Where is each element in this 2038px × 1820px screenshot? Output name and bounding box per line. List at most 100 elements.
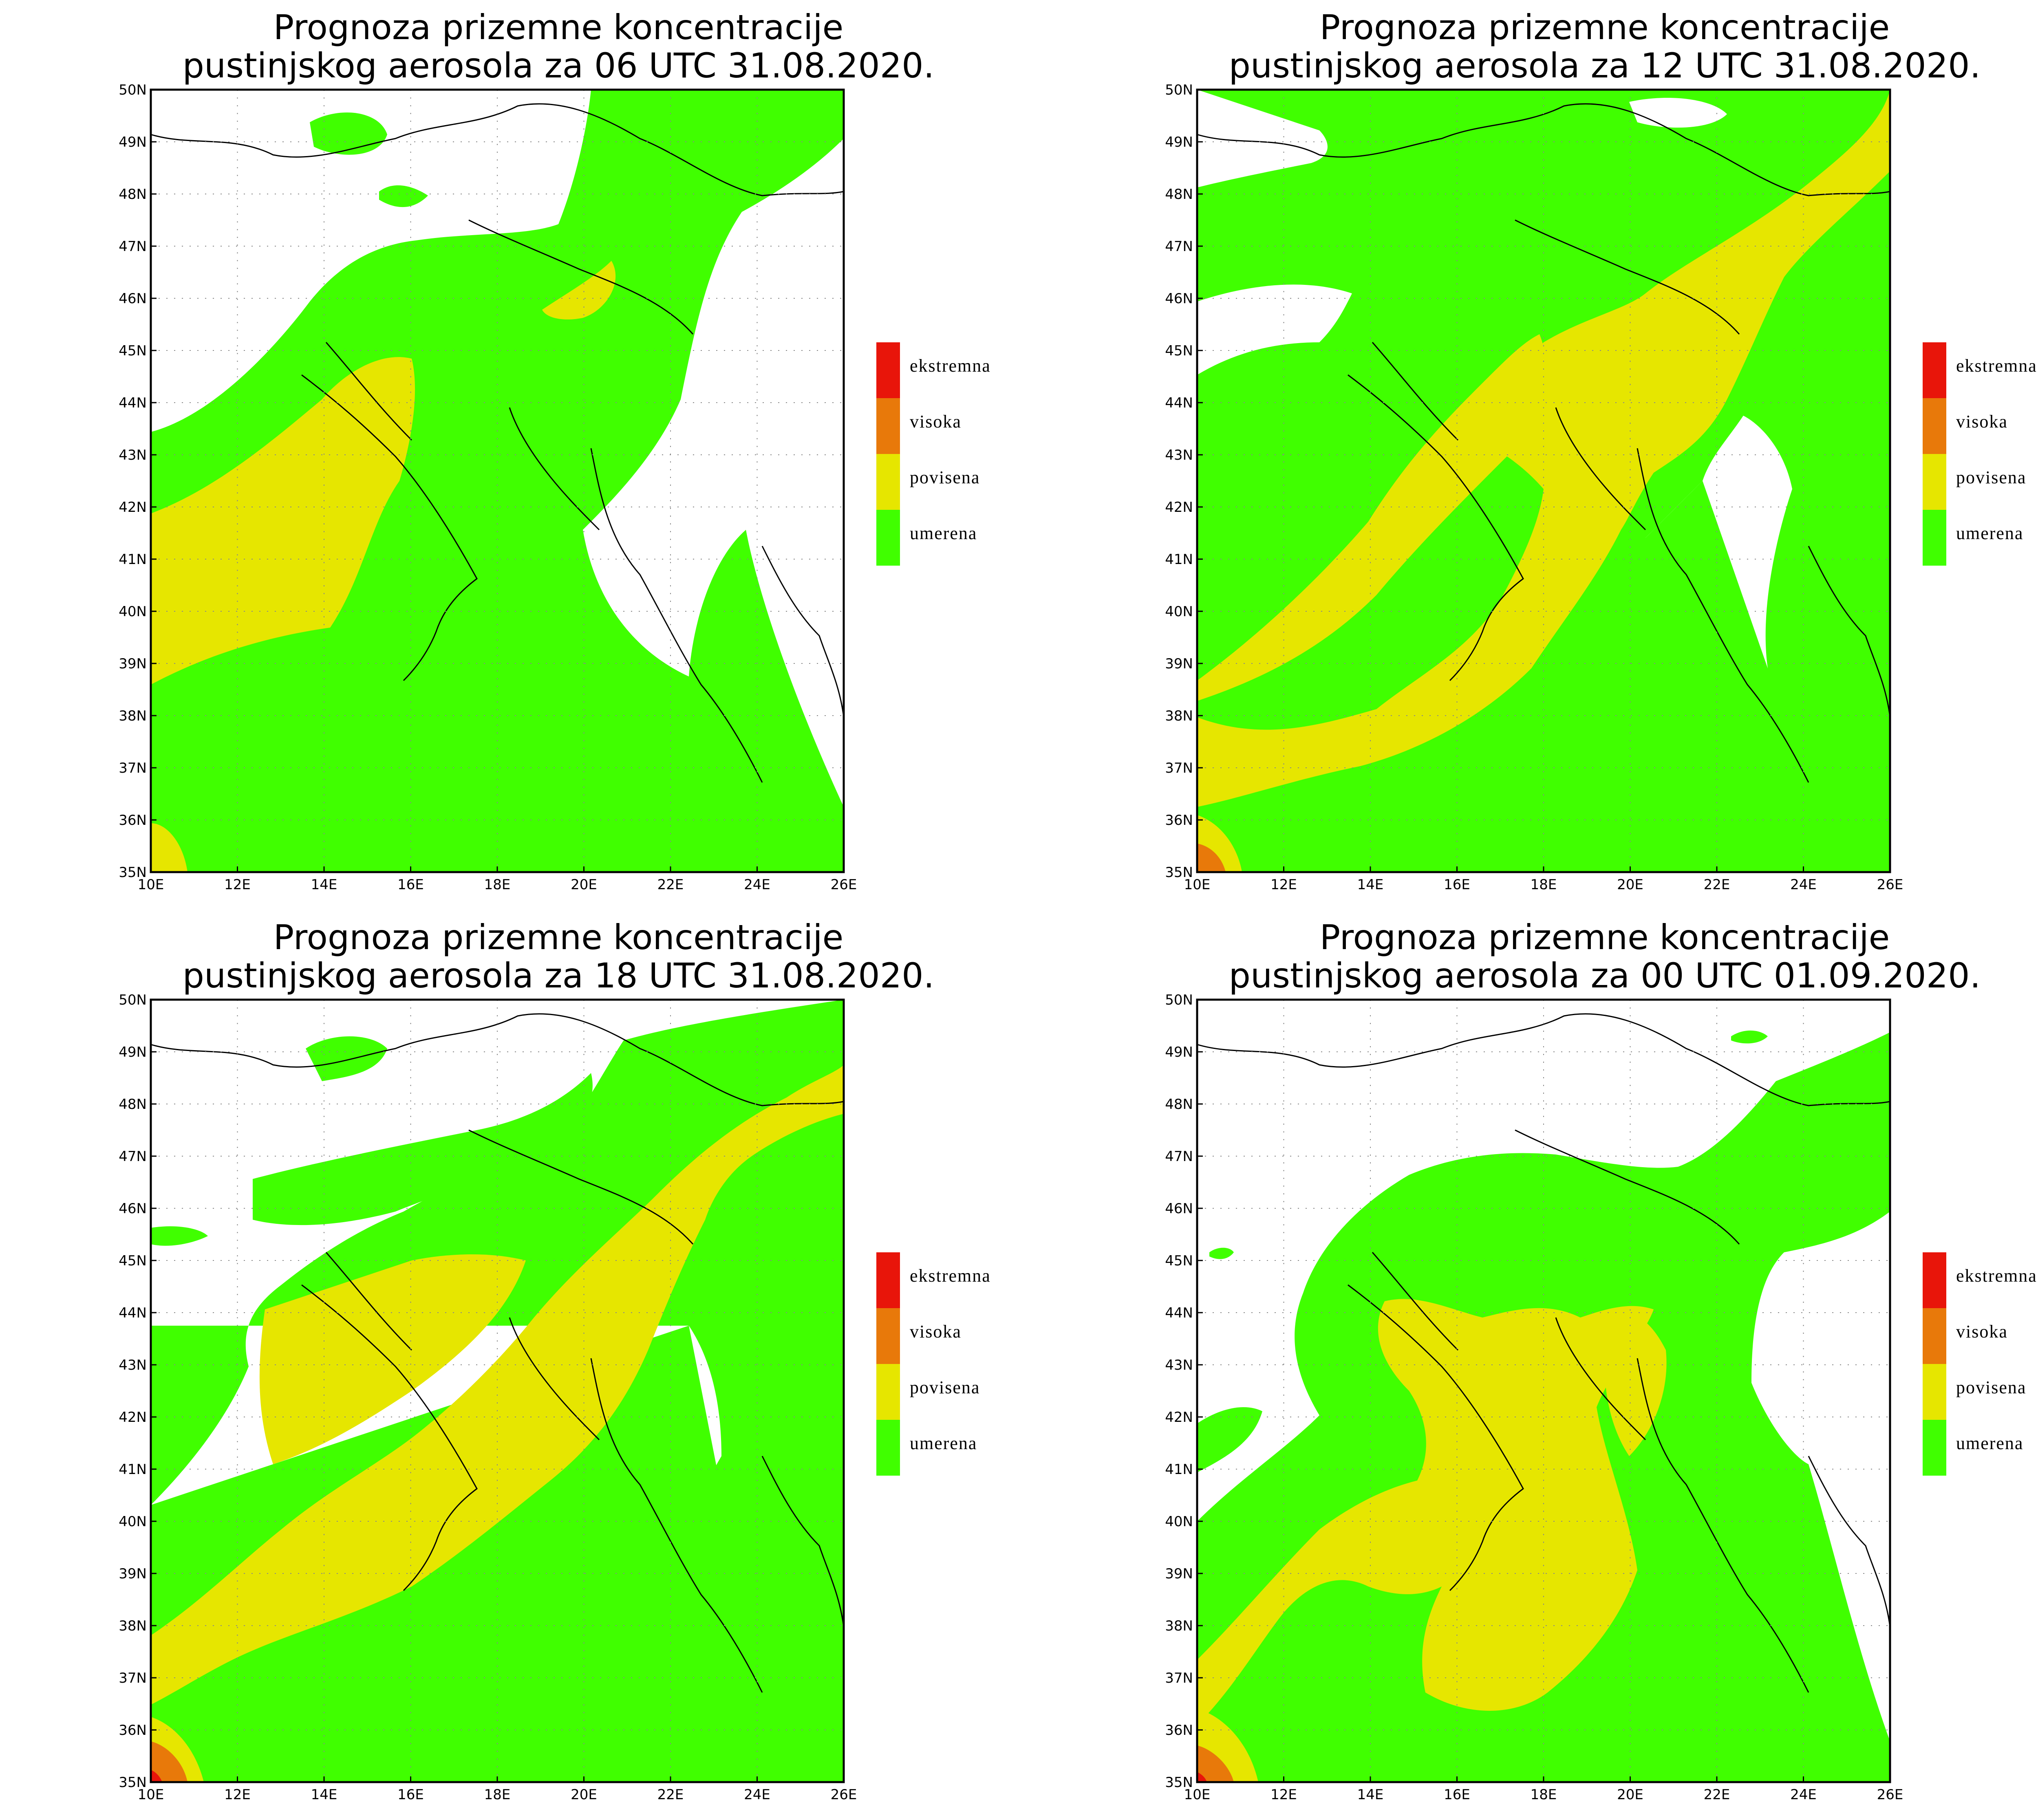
map-title-3-line2: pustinjskog aerosola za 18 UTC 31.08.202… xyxy=(182,956,935,996)
legend-swatch-ekstremna xyxy=(876,342,900,398)
lon-tick-label: 12E xyxy=(1270,877,1297,893)
lat-tick-label: 48N xyxy=(119,186,147,203)
lat-tick-label: 45N xyxy=(119,343,147,359)
lat-tick-label: 49N xyxy=(119,134,147,150)
lat-tick-label: 36N xyxy=(119,812,147,828)
lat-tick-label: 49N xyxy=(119,1044,147,1060)
map-1-coastlines xyxy=(150,103,845,783)
legend-label-visoka: visoka xyxy=(910,412,962,432)
lon-tick-label: 24E xyxy=(1790,877,1817,893)
lon-tick-label: 10E xyxy=(1184,877,1211,893)
lon-tick-label: 16E xyxy=(397,1787,424,1803)
map-4-umerena-small xyxy=(1209,1247,1234,1259)
map-1-povisena-blob xyxy=(542,261,616,319)
legend-label-visoka: visoka xyxy=(910,1322,962,1342)
lon-tick-label: 12E xyxy=(1270,1787,1297,1803)
legend-swatch-umerena xyxy=(1923,1420,1946,1476)
legend-2: ekstremna visoka povisena umerena xyxy=(1923,342,2036,566)
lat-tick-label: 35N xyxy=(1165,1774,1193,1791)
lat-tick-label: 49N xyxy=(1165,1044,1193,1060)
lat-tick-label: 37N xyxy=(1165,1670,1193,1686)
lat-tick-label: 42N xyxy=(1165,499,1193,516)
map-title-3: Prognoza prizemne koncentracije pustinjs… xyxy=(130,918,986,995)
lat-tick-label: 43N xyxy=(119,447,147,463)
map-3-umerena-band xyxy=(151,1226,208,1246)
legend-swatch-umerena xyxy=(876,510,900,566)
lon-tick-label: 24E xyxy=(744,877,770,893)
legend-label-umerena: umerena xyxy=(1956,523,2023,543)
map-2-coastlines xyxy=(1197,103,1891,783)
map-4-visoka-corner xyxy=(1197,1745,1234,1782)
lon-tick-label: 14E xyxy=(1357,1787,1384,1803)
map-3-lat-ticks: 35N 36N 37N 38N 39N 40N 41N 42N 43N 44N 45N 46N 47N 4… xyxy=(119,992,157,1791)
lat-tick-label: 47N xyxy=(1165,238,1193,255)
legend-swatch-visoka xyxy=(1923,1308,1946,1364)
lon-tick-label: 16E xyxy=(1444,1787,1470,1803)
map-3-coastlines xyxy=(150,1013,845,1693)
map-3-povisena-mid xyxy=(259,1254,526,1464)
legend-label-visoka: visoka xyxy=(1956,412,2008,432)
lon-tick-label: 24E xyxy=(744,1787,770,1803)
lat-tick-label: 39N xyxy=(1165,656,1193,672)
map-4-umerena-blob xyxy=(1731,1030,1768,1044)
lat-tick-label: 36N xyxy=(1165,812,1193,828)
lat-tick-label: 36N xyxy=(119,1722,147,1738)
lat-tick-label: 39N xyxy=(119,1566,147,1582)
map-4: 35N 36N 37N 38N 39N 40N 41N 42N 43N 44N 45N 46N 47N 4… xyxy=(1165,992,1903,1803)
map-4-umerena-left xyxy=(1197,1407,1262,1472)
lat-tick-label: 47N xyxy=(119,238,147,255)
map-title-1-line2: pustinjskog aerosola za 06 UTC 31.08.202… xyxy=(182,46,935,86)
lat-tick-label: 39N xyxy=(1165,1566,1193,1582)
lat-tick-label: 50N xyxy=(119,82,147,98)
legend-3: ekstremna visoka povisena umerena xyxy=(876,1252,990,1476)
lon-tick-label: 14E xyxy=(1357,877,1384,893)
lat-tick-label: 39N xyxy=(119,656,147,672)
lon-tick-label: 12E xyxy=(224,1787,251,1803)
map-1-lon-ticks: 10E 12E 14E 16E 18E 20E 22E 24E 26E xyxy=(138,866,857,893)
lat-tick-label: 35N xyxy=(119,864,147,881)
lat-tick-label: 38N xyxy=(1165,1618,1193,1634)
lon-tick-label: 18E xyxy=(1531,877,1557,893)
map-3-lon-ticks: 10E 12E 14E 16E 18E 20E 22E 24E 26E xyxy=(138,1776,857,1803)
lon-tick-label: 20E xyxy=(1617,1787,1643,1803)
lat-tick-label: 48N xyxy=(1165,186,1193,203)
lat-tick-label: 45N xyxy=(1165,343,1193,359)
lat-tick-label: 49N xyxy=(1165,134,1193,150)
legend-swatch-povisena xyxy=(876,454,900,510)
lat-tick-label: 40N xyxy=(1165,1514,1193,1530)
map-title-2-line2: pustinjskog aerosola za 12 UTC 31.08.202… xyxy=(1229,46,1981,86)
lat-tick-label: 36N xyxy=(1165,1722,1193,1738)
lat-tick-label: 41N xyxy=(119,551,147,568)
lat-tick-label: 50N xyxy=(1165,82,1193,98)
lat-tick-label: 45N xyxy=(1165,1253,1193,1269)
lat-tick-label: 42N xyxy=(1165,1409,1193,1426)
map-2-lon-ticks: 10E 12E 14E 16E 18E 20E 22E 24E 26E xyxy=(1184,866,1903,893)
lat-tick-label: 43N xyxy=(1165,447,1193,463)
lat-tick-label: 50N xyxy=(1165,992,1193,1008)
lon-tick-label: 22E xyxy=(657,1787,684,1803)
lon-tick-label: 20E xyxy=(1617,877,1643,893)
lat-tick-label: 44N xyxy=(119,395,147,411)
lat-tick-label: 44N xyxy=(1165,1305,1193,1321)
lat-tick-label: 35N xyxy=(1165,864,1193,881)
map-2-visoka-corner xyxy=(1197,844,1226,872)
map-4-lat-ticks: 35N 36N 37N 38N 39N 40N 41N 42N 43N 44N 45N 46N 47N 4… xyxy=(1165,992,1203,1791)
map-4-povisena-area xyxy=(1197,1299,1654,1725)
legend-swatch-visoka xyxy=(1923,398,1946,454)
lat-tick-label: 50N xyxy=(119,992,147,1008)
legend-swatch-ekstremna xyxy=(1923,342,1946,398)
map-1: 35N 36N 37N 38N 39N 40N 41N 42N 43N 44N 45N 46N 47N 4… xyxy=(119,82,857,893)
legend-swatch-visoka xyxy=(876,398,900,454)
lat-tick-label: 40N xyxy=(1165,604,1193,620)
lat-tick-label: 44N xyxy=(119,1305,147,1321)
lat-tick-label: 38N xyxy=(1165,708,1193,724)
map-2-white-hole-top xyxy=(1629,98,1727,128)
lat-tick-label: 48N xyxy=(1165,1096,1193,1113)
lat-tick-label: 37N xyxy=(119,1670,147,1686)
lon-tick-label: 22E xyxy=(657,877,684,893)
map-title-4-line2: pustinjskog aerosola za 00 UTC 01.09.202… xyxy=(1229,956,1981,996)
lat-tick-label: 38N xyxy=(119,1618,147,1634)
lat-tick-label: 35N xyxy=(119,1774,147,1791)
lat-tick-label: 42N xyxy=(119,499,147,516)
lon-tick-label: 18E xyxy=(484,877,511,893)
